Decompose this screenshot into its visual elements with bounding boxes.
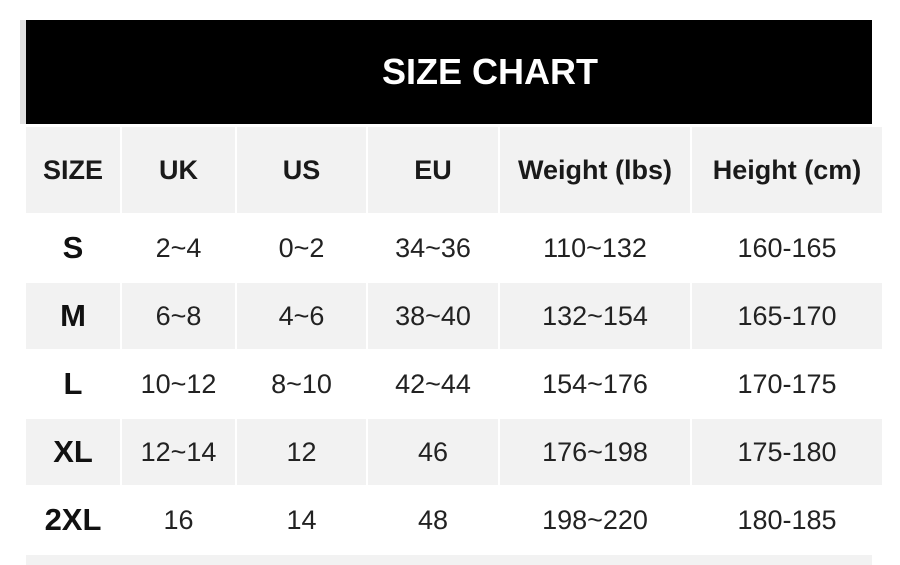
cell-size: S: [62, 230, 84, 265]
cell-eu: 34~36: [395, 232, 471, 263]
cell-height: 170-175: [737, 368, 837, 399]
cell-uk: 16: [163, 504, 194, 535]
cell-size: L: [63, 366, 83, 401]
cell-eu: 46: [368, 419, 498, 485]
cell-us: 0~2: [278, 232, 325, 263]
header-row: SIZE UK US EU Weight (lbs) Height (cm): [26, 127, 882, 213]
cell-weight: 198~220: [542, 504, 648, 535]
cell-uk: 12~14: [122, 419, 235, 485]
cell-height: 180-185: [737, 504, 837, 535]
cell-us: 14: [286, 504, 317, 535]
title-banner: SIZE CHART: [26, 20, 872, 124]
cell-size: 2XL: [44, 502, 102, 537]
header-weight: Weight (lbs): [500, 127, 690, 213]
table-row: 2XL 16 14 48 198~220 180-185: [26, 487, 872, 553]
cell-us: 8~10: [271, 368, 332, 399]
cell-weight: 110~132: [543, 232, 647, 263]
cell-weight: 132~154: [500, 283, 690, 349]
cell-eu: 38~40: [368, 283, 498, 349]
cell-eu: 48: [417, 504, 449, 535]
left-edge-strip: [20, 20, 26, 124]
cell-weight: 154~176: [542, 368, 648, 399]
header-uk: UK: [122, 127, 235, 213]
next-row-edge: [26, 555, 872, 565]
cell-weight: 176~198: [500, 419, 690, 485]
cell-height: 160-165: [737, 232, 837, 263]
table-row: XL 12~14 12 46 176~198 175-180: [26, 419, 882, 485]
cell-eu: 42~44: [395, 368, 471, 399]
table-row: S 2~4 0~2 34~36 110~132 160-165: [26, 215, 872, 281]
table-row: M 6~8 4~6 38~40 132~154 165-170: [26, 283, 882, 349]
table-row: L 10~12 8~10 42~44 154~176 170-175: [26, 351, 872, 417]
cell-height: 175-180: [692, 419, 882, 485]
cell-height: 165-170: [692, 283, 882, 349]
cell-size: XL: [26, 419, 120, 485]
header-size: SIZE: [26, 127, 120, 213]
cell-uk: 6~8: [122, 283, 235, 349]
header-eu: EU: [368, 127, 498, 213]
chart-title: SIZE CHART: [382, 51, 598, 92]
cell-uk: 10~12: [140, 368, 217, 399]
header-us: US: [237, 127, 366, 213]
cell-us: 4~6: [237, 283, 366, 349]
cell-us: 12: [237, 419, 366, 485]
cell-size: M: [26, 283, 120, 349]
size-table: SIZE UK US EU Weight (lbs) Height (cm) S…: [26, 127, 882, 565]
cell-uk: 2~4: [155, 232, 202, 263]
header-height: Height (cm): [692, 127, 882, 213]
